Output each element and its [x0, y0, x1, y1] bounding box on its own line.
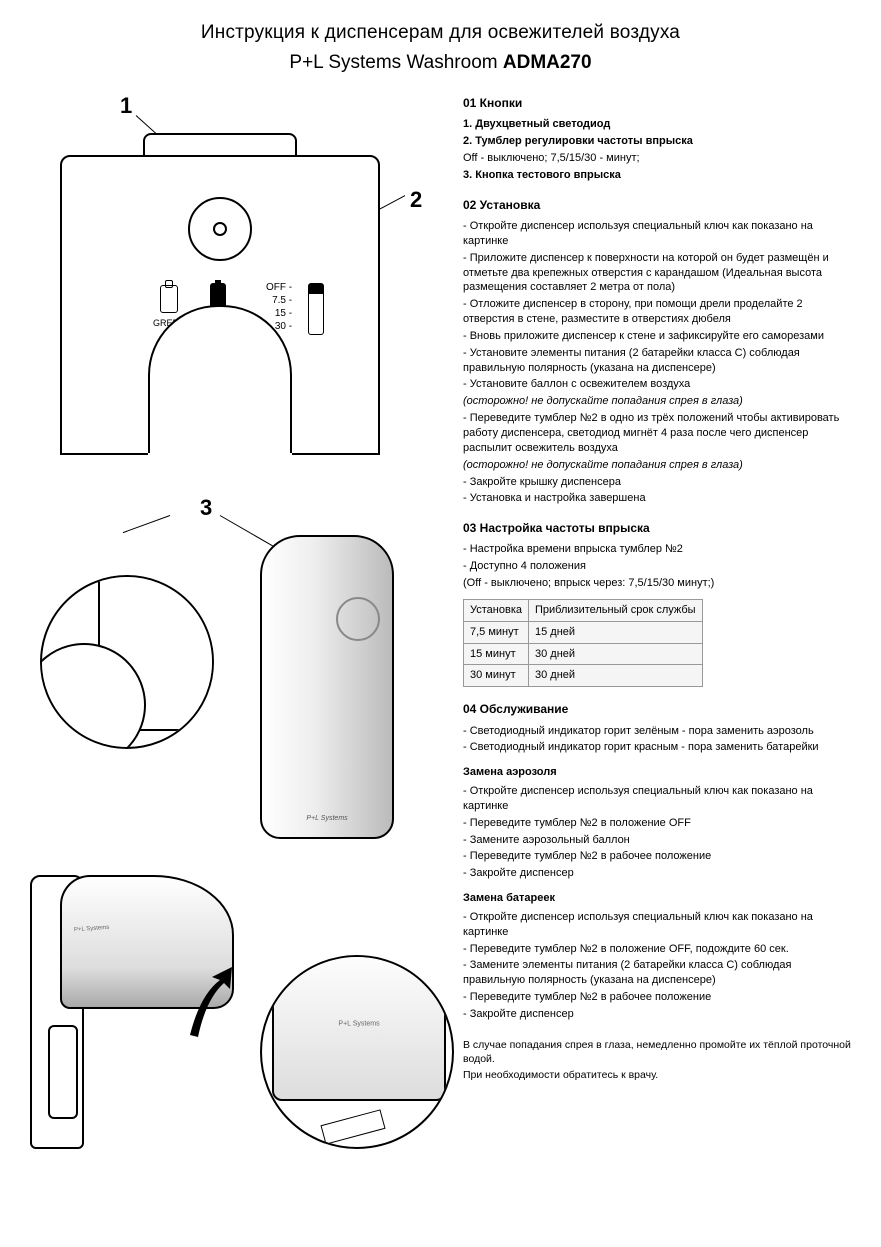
frequency-table: Установка Приблизительный срок службы 7,…	[463, 599, 703, 687]
frequency-switch-icon	[308, 283, 324, 335]
s03-line: - Настройка времени впрыска тумблер №2	[463, 542, 851, 557]
dispenser-panel-diagram: GREEN RED OFF - 7.5 - 15 - 30 -	[60, 155, 380, 455]
s02-line: - Переведите тумблер №2 в одно из трёх п…	[463, 411, 851, 456]
s02-line: - Откройте диспенсер используя специальн…	[463, 219, 851, 249]
table-cell: 15 дней	[529, 621, 703, 643]
section-03-title: 03 Настройка частоты впрыска	[463, 520, 851, 536]
s02-line: - Установите элементы питания (2 батарей…	[463, 346, 851, 376]
s04b-line: - Замените элементы питания (2 батарейки…	[463, 958, 851, 988]
s01-line: 1. Двухцветный светодиод	[463, 117, 851, 132]
s04a-line: - Замените аэрозольный баллон	[463, 833, 851, 848]
table-row: 7,5 минут 15 дней	[464, 621, 703, 643]
section-04a-title: Замена аэрозоля	[463, 765, 851, 780]
s02-line: - Отложите диспенсер в сторону, при помо…	[463, 297, 851, 327]
table-row: Установка Приблизительный срок службы	[464, 599, 703, 621]
s04-line: - Светодиодный индикатор горит зелёным -…	[463, 724, 851, 739]
s02-line: - Вновь приложите диспенсер к стене и за…	[463, 329, 851, 344]
arrow-icon	[180, 965, 240, 1045]
s04a-line: - Переведите тумблер №2 в положение OFF	[463, 816, 851, 831]
s04b-line: - Переведите тумблер №2 в положение OFF,…	[463, 942, 851, 957]
s04a-line: - Закройте диспенсер	[463, 866, 851, 881]
callout-2: 2	[410, 185, 422, 215]
table-cell: 30 дней	[529, 643, 703, 665]
callout-3: 3	[200, 493, 212, 523]
dispenser-bottom-diagram: P+L Systems	[260, 955, 454, 1149]
table-cell: 7,5 минут	[464, 621, 529, 643]
table-row: 30 минут 30 дней	[464, 665, 703, 687]
callout-3-line-a	[123, 515, 170, 533]
s02-warning: (осторожно! не допускайте попадания спре…	[463, 394, 851, 409]
footnote-line: При необходимости обратитесь к врачу.	[463, 1068, 851, 1082]
brand-label: P+L Systems	[306, 814, 347, 823]
s03-line: - Доступно 4 положения	[463, 559, 851, 574]
s04-line: - Светодиодный индикатор горит красным -…	[463, 740, 851, 755]
s04b-line: - Закройте диспенсер	[463, 1007, 851, 1022]
s01-line: Off - выключено; 7,5/15/30 - минут;	[463, 151, 851, 166]
s01-line: 3. Кнопка тестового впрыска	[463, 168, 851, 183]
section-02-title: 02 Установка	[463, 197, 851, 213]
s04a-line: - Откройте диспенсер используя специальн…	[463, 784, 851, 814]
s01-line: 2. Тумблер регулировки частоты впрыска	[463, 134, 851, 149]
table-cell: 15 минут	[464, 643, 529, 665]
s02-line: - Закройте крышку диспенсера	[463, 475, 851, 490]
s02-line: - Установка и настройка завершена	[463, 491, 851, 506]
s04a-line: - Переведите тумблер №2 в рабочее положе…	[463, 849, 851, 864]
callout-1: 1	[120, 91, 132, 121]
section-01-title: 01 Кнопки	[463, 95, 851, 111]
led-ring-icon	[188, 197, 252, 261]
page-title: Инструкция к диспенсерам для освежителей…	[30, 20, 851, 46]
section-04b-title: Замена батареек	[463, 891, 851, 906]
table-cell: 30 минут	[464, 665, 529, 687]
s02-line: - Приложите диспенсер к поверхности на к…	[463, 251, 851, 296]
page-subtitle: P+L Systems Washroom ADMA270	[30, 50, 851, 76]
table-row: 15 минут 30 дней	[464, 643, 703, 665]
subtitle-prefix: P+L Systems Washroom	[289, 52, 502, 73]
key-insert-diagram	[40, 575, 214, 749]
dispenser-front-diagram: P+L Systems	[260, 535, 394, 839]
footnote: В случае попадания спрея в глаза, немедл…	[463, 1038, 851, 1083]
model-number: ADMA270	[503, 52, 592, 73]
text-column: 01 Кнопки 1. Двухцветный светодиод 2. Ту…	[463, 95, 851, 1175]
table-header: Установка	[464, 599, 529, 621]
aerosol-icon	[160, 285, 178, 313]
footnote-line: В случае попадания спрея в глаза, немедл…	[463, 1038, 851, 1066]
s04b-line: - Переведите тумблер №2 в рабочее положе…	[463, 990, 851, 1005]
s03-line: (Off - выключено; впрыск через: 7,5/15/3…	[463, 576, 851, 591]
section-04-title: 04 Обслуживание	[463, 701, 851, 717]
s04b-line: - Откройте диспенсер используя специальн…	[463, 910, 851, 940]
table-header: Приблизительный срок службы	[529, 599, 703, 621]
table-cell: 30 дней	[529, 665, 703, 687]
diagram-column: 1 2 GREEN RED OFF - 7.5 - 15 - 30 -	[30, 95, 445, 1175]
s02-warning: (осторожно! не допускайте попадания спре…	[463, 458, 851, 473]
s02-line: - Установите баллон с освежителем воздух…	[463, 377, 851, 392]
